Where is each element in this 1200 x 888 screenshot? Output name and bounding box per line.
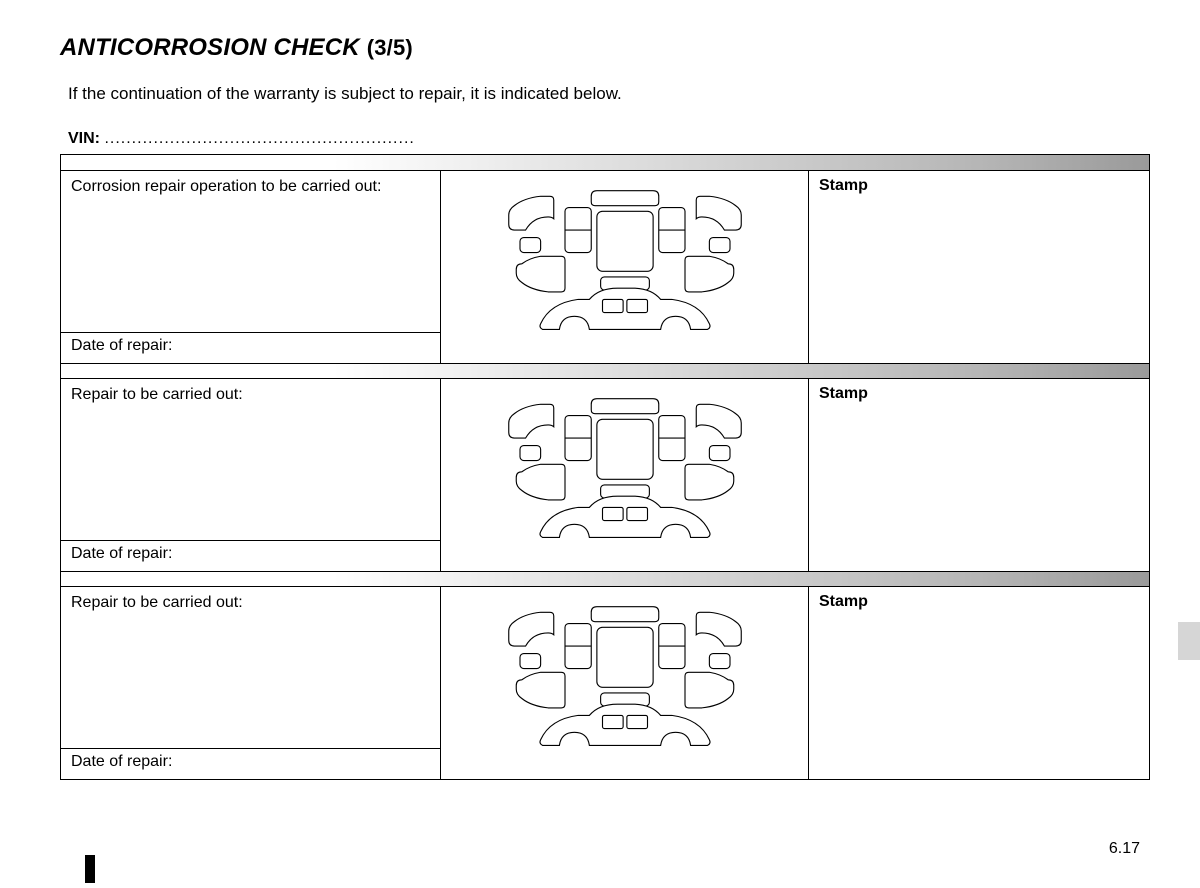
title-main: ANTICORROSION CHECK <box>60 34 360 61</box>
page-title: ANTICORROSION CHECK (3/5) <box>60 34 1150 62</box>
left-stack-1: Corrosion repair operation to be carried… <box>61 171 441 363</box>
table-row: Corrosion repair operation to be carried… <box>61 171 1149 363</box>
diagram-cell-2 <box>441 379 809 571</box>
table-row: Repair to be carried out: Date of repair… <box>61 587 1149 779</box>
car-body-diagram-icon <box>475 596 775 771</box>
date-cell-2: Date of repair: <box>61 541 440 571</box>
date-cell-1: Date of repair: <box>61 333 440 363</box>
title-part: (3/5) <box>367 35 413 60</box>
edge-tab <box>1178 622 1200 660</box>
left-stack-3: Repair to be carried out: Date of repair… <box>61 587 441 779</box>
table-row: Repair to be carried out: Date of repair… <box>61 379 1149 571</box>
footer-black-mark <box>85 855 95 883</box>
diagram-cell-3 <box>441 587 809 779</box>
date-cell-3: Date of repair: <box>61 749 440 779</box>
vin-label: VIN: <box>68 130 100 147</box>
operation-cell-3: Repair to be carried out: <box>61 587 440 749</box>
operation-cell-2: Repair to be carried out: <box>61 379 440 541</box>
car-body-diagram-icon <box>475 388 775 563</box>
vin-dots: ........................................… <box>104 130 414 147</box>
car-body-diagram-icon <box>475 180 775 355</box>
gradient-bar-3 <box>61 571 1149 587</box>
diagram-cell-1 <box>441 171 809 363</box>
gradient-bar-2 <box>61 363 1149 379</box>
stamp-cell-2: Stamp <box>809 379 1149 571</box>
left-stack-2: Repair to be carried out: Date of repair… <box>61 379 441 571</box>
operation-cell-1: Corrosion repair operation to be carried… <box>61 171 440 333</box>
stamp-cell-1: Stamp <box>809 171 1149 363</box>
page-number: 6.17 <box>1109 840 1140 858</box>
form-table: Corrosion repair operation to be carried… <box>60 154 1150 780</box>
gradient-bar-top <box>61 155 1149 171</box>
vin-line: VIN: ...................................… <box>68 130 1150 148</box>
page-root: ANTICORROSION CHECK (3/5) If the continu… <box>0 0 1200 780</box>
stamp-cell-3: Stamp <box>809 587 1149 779</box>
intro-text: If the continuation of the warranty is s… <box>68 84 1150 104</box>
